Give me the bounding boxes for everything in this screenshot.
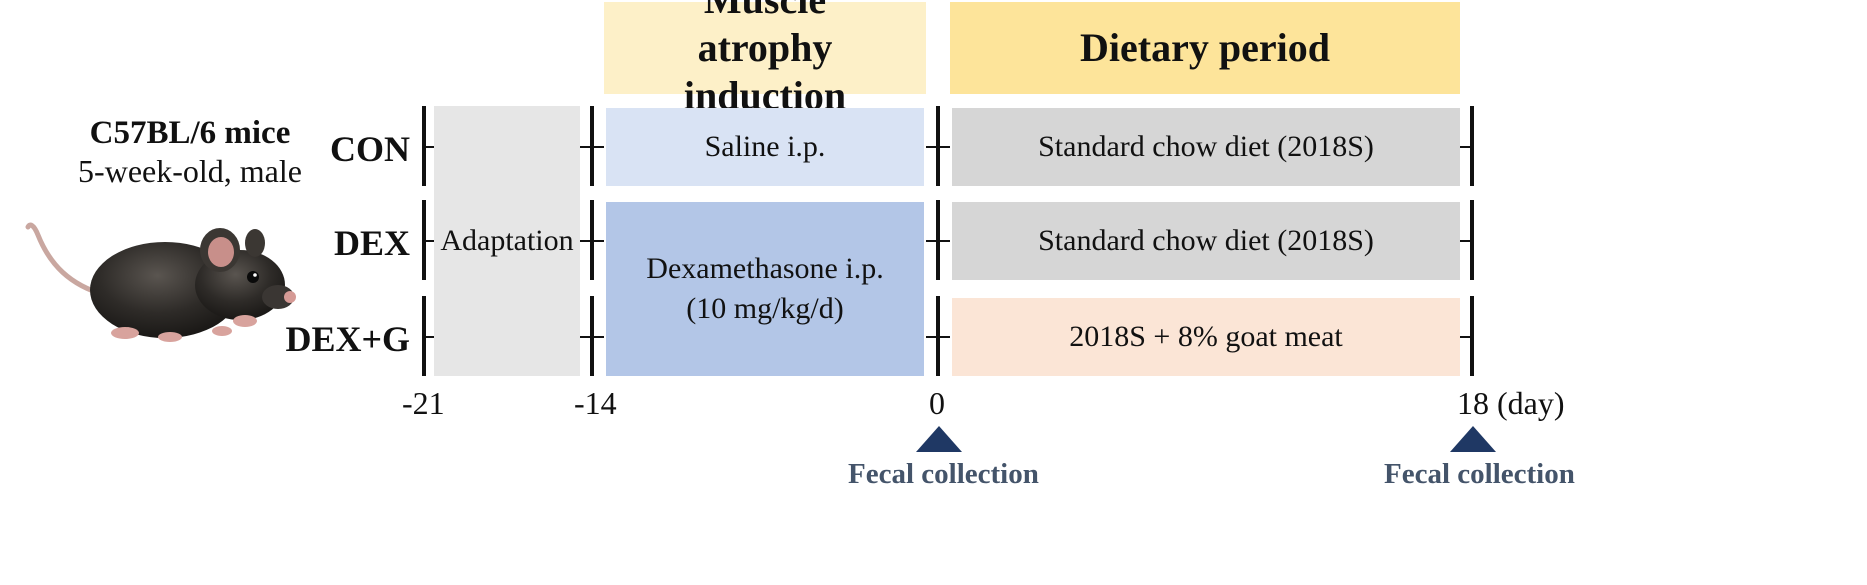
saline-label: Saline i.p.: [704, 130, 826, 163]
group-label-dexg: DEX+G: [285, 319, 410, 359]
tick-18-con: [1460, 146, 1472, 148]
group-label-con: CON: [330, 129, 410, 169]
phase-induction-label: Muscle atrophy induction: [683, 0, 847, 118]
tick-14-con: [580, 146, 604, 148]
phase-induction-header: Muscle atrophy induction: [604, 0, 926, 118]
tick-18-dex: [1460, 240, 1472, 242]
axis-unit: (day): [1497, 385, 1565, 421]
tick-label-neg21: -21: [402, 385, 445, 421]
saline-cell: Saline i.p.: [606, 108, 924, 186]
subject-subtitle: 5-week-old, male: [78, 153, 302, 189]
tick-14-dex: [580, 240, 604, 242]
mouse-icon: [25, 222, 296, 342]
bar-18-dexg: [1470, 296, 1474, 376]
fecal-label-1: Fecal collection: [848, 458, 1039, 490]
tick-0-con: [926, 146, 950, 148]
row-tick-dex: [422, 240, 434, 242]
fecal-marker-1-icon: [916, 426, 962, 452]
phase-dietary-label: Dietary period: [1080, 25, 1330, 70]
tick-label-18: 18: [1457, 385, 1489, 421]
dex-diet-cell: Standard chow diet (2018S): [952, 202, 1460, 280]
con-diet-cell: Standard chow diet (2018S): [952, 108, 1460, 186]
dex-diet-label: Standard chow diet (2018S): [1038, 224, 1374, 257]
dexg-diet-label: 2018S + 8% goat meat: [1069, 320, 1343, 353]
fecal-marker-2-icon: [1450, 426, 1496, 452]
bar-18-con: [1470, 106, 1474, 186]
subject-title: C57BL/6 mice: [89, 115, 291, 151]
dose-label: (10 mg/kg/d): [686, 292, 844, 325]
dexg-diet-cell: 2018S + 8% goat meat: [952, 298, 1460, 376]
adaptation-block: Adaptation: [434, 106, 580, 376]
group-label-dex: DEX: [333, 223, 410, 263]
tick-14-dexg: [580, 336, 604, 338]
con-diet-label: Standard chow diet (2018S): [1038, 130, 1374, 163]
adaptation-label: Adaptation: [440, 224, 574, 257]
tick-label-neg14: -14: [574, 385, 617, 421]
tick-0-dexg: [926, 336, 950, 338]
bar-18-dex: [1470, 200, 1474, 280]
tick-label-0: 0: [929, 385, 945, 421]
dexamethasone-label: Dexamethasone i.p.: [646, 252, 884, 285]
row-tick-con: [422, 146, 434, 148]
row-tick-dexg: [422, 336, 434, 338]
tick-0-dex: [926, 240, 950, 242]
fecal-label-2: Fecal collection: [1384, 458, 1575, 490]
tick-18-dexg: [1460, 336, 1472, 338]
phase-dietary-header: Dietary period: [950, 2, 1460, 94]
dexamethasone-cell: Dexamethasone i.p. (10 mg/kg/d): [606, 202, 924, 376]
